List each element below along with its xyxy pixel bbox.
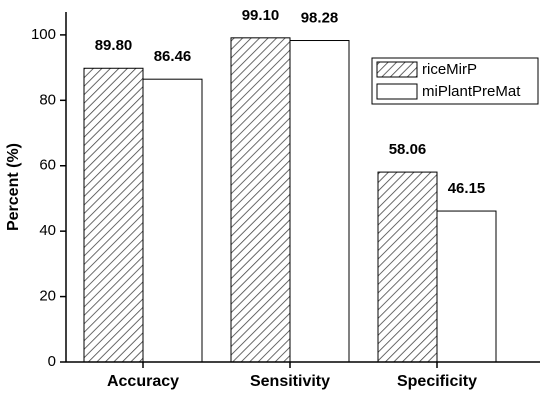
legend-swatch — [376, 83, 418, 100]
value-label: 58.06 — [389, 141, 427, 158]
legend-label: riceMirP — [422, 61, 477, 78]
bar — [436, 210, 497, 363]
legend-label: miPlantPreMat — [422, 83, 521, 100]
value-label: 98.28 — [301, 9, 339, 26]
value-label: 46.15 — [448, 180, 486, 197]
y-tick-label: 0 — [48, 353, 56, 370]
y-tick-label: 60 — [39, 157, 56, 174]
y-axis-label: Percent (%) — [5, 143, 22, 231]
y-tick-label: 80 — [39, 91, 56, 108]
y-tick-label: 20 — [39, 288, 56, 305]
bar — [230, 37, 291, 363]
y-tick-label: 100 — [31, 26, 56, 43]
bar — [142, 78, 203, 363]
legend-swatch — [376, 61, 418, 78]
value-label: 86.46 — [154, 48, 192, 65]
value-label: 99.10 — [242, 7, 280, 24]
value-label: 89.80 — [95, 37, 133, 54]
bar — [377, 171, 438, 363]
y-tick-label: 40 — [39, 222, 56, 239]
x-tick-label: Accuracy — [107, 373, 179, 390]
bar — [289, 40, 350, 363]
x-tick-label: Sensitivity — [250, 373, 330, 390]
bar — [83, 67, 144, 363]
x-tick-label: Specificity — [397, 373, 477, 390]
